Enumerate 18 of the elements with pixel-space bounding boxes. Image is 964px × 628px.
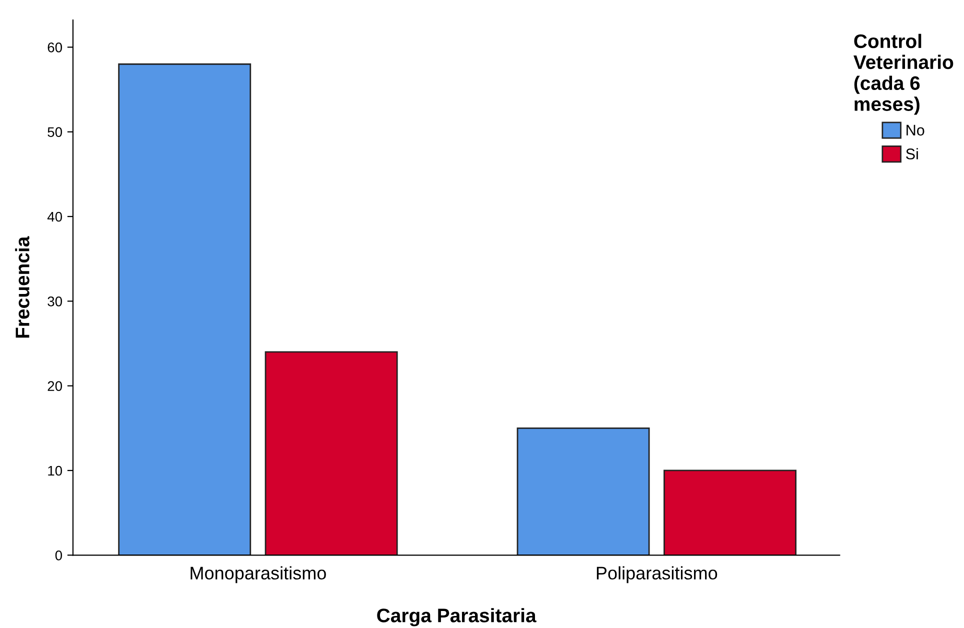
bar [664,470,796,556]
y-tick-label: 0 [55,550,62,560]
x-axis-title: Carga Parasitaria [377,608,536,626]
legend-label: No [906,124,924,136]
x-tick-label: Monoparasitismo [190,566,326,584]
legend-label: Si [906,148,918,160]
y-tick-label: 20 [48,381,62,391]
y-axis-title: Frecuencia [15,236,30,338]
y-tick-label: 60 [48,42,62,52]
bar [264,351,398,556]
y-tick-label: 10 [48,466,62,476]
y-tick-label: 40 [47,212,62,222]
bar [118,63,252,556]
legend-title: Control Veterinario (cada 6 meses) [854,34,954,115]
x-tick-label: Poliparasitismo [596,566,718,584]
y-tick-label: 50 [48,127,62,138]
y-tick-label: 30 [48,296,62,306]
bar [516,427,650,556]
